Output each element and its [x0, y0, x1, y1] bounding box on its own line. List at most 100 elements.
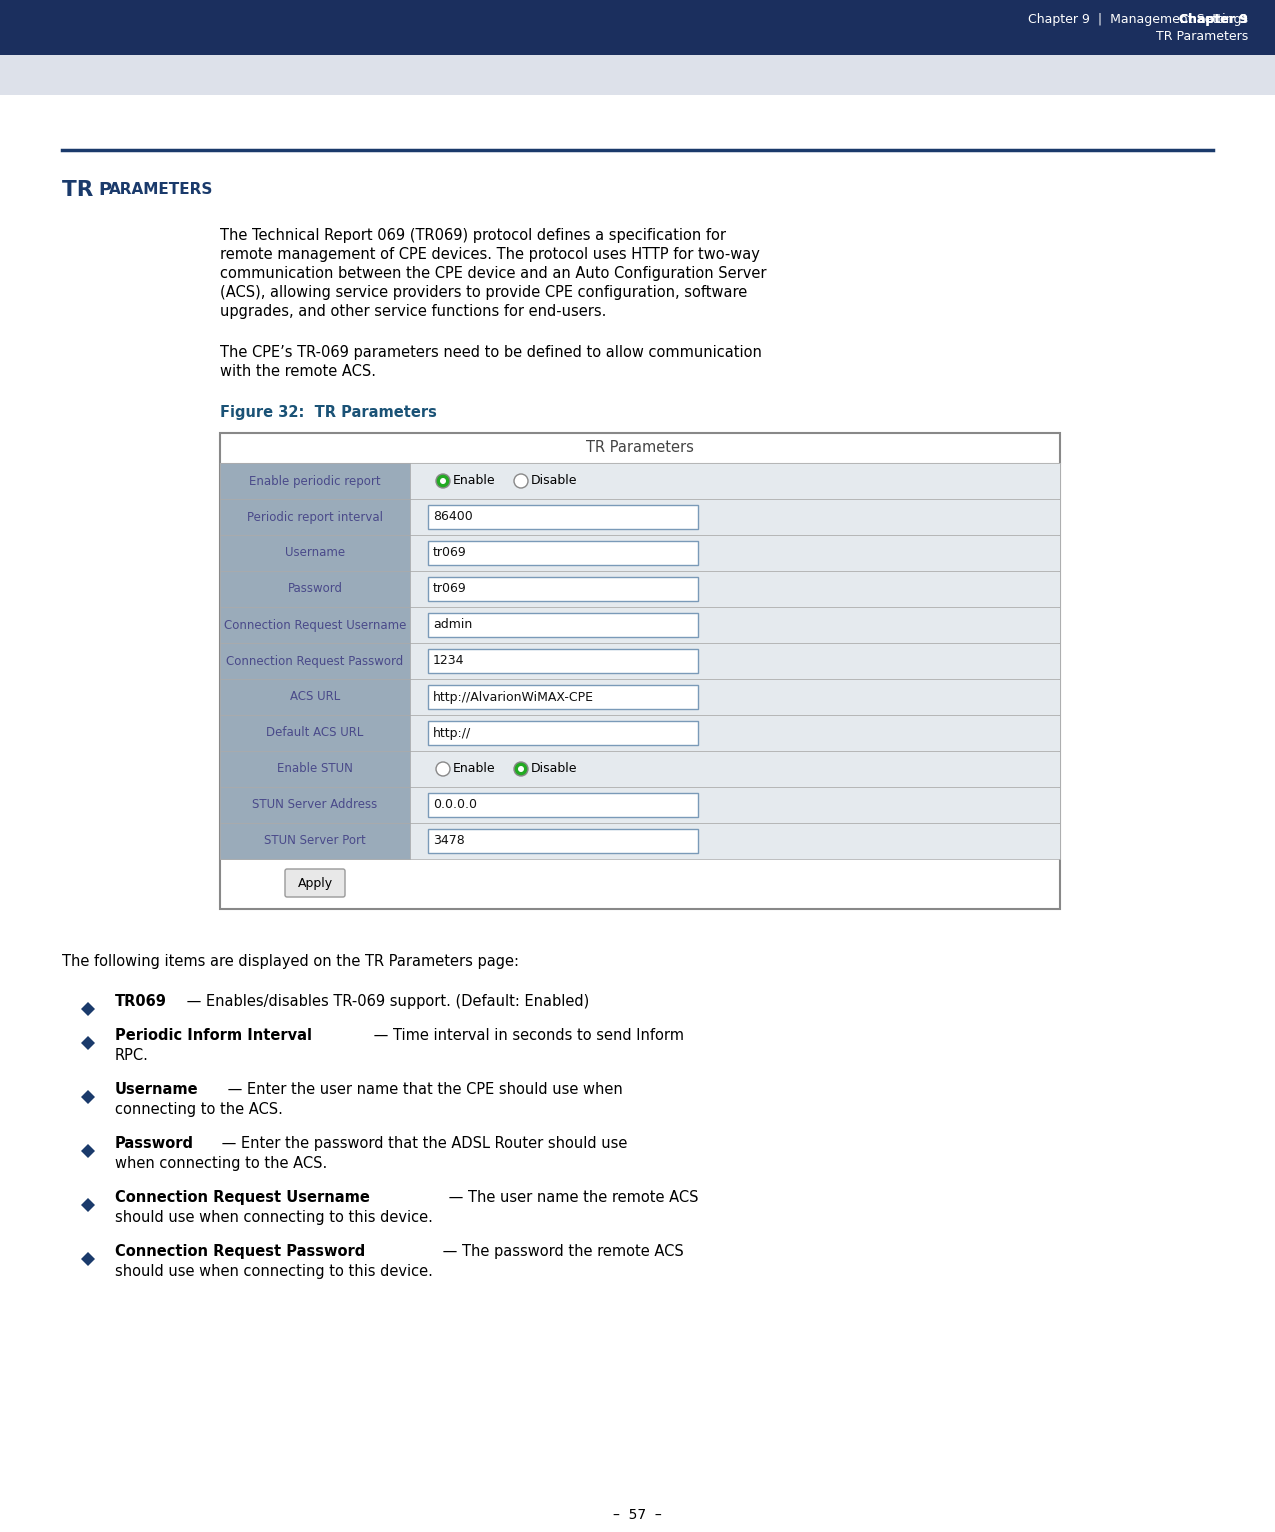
Bar	[221, 751, 1060, 787]
Text: Enable periodic report: Enable periodic report	[249, 475, 381, 487]
Bar	[221, 715, 411, 751]
Text: Disable: Disable	[530, 763, 578, 775]
Text: Default ACS URL: Default ACS URL	[266, 726, 363, 740]
Text: Disable: Disable	[530, 475, 578, 487]
Text: STUN Server Port: STUN Server Port	[264, 835, 366, 847]
Text: –  57  –: – 57 –	[612, 1507, 662, 1521]
Text: Password: Password	[115, 1137, 194, 1151]
Bar	[428, 506, 697, 529]
Text: RPC.: RPC.	[115, 1048, 149, 1063]
Bar	[428, 685, 697, 709]
Text: ACS URL: ACS URL	[289, 691, 340, 703]
Bar	[221, 643, 411, 679]
Bar	[428, 794, 697, 817]
Text: with the remote ACS.: with the remote ACS.	[221, 365, 376, 378]
Text: Chapter 9: Chapter 9	[1179, 14, 1248, 26]
Circle shape	[518, 766, 524, 772]
Text: 86400: 86400	[434, 510, 473, 524]
Text: remote management of CPE devices. The protocol uses HTTP for two-way: remote management of CPE devices. The pr…	[221, 247, 760, 262]
Polygon shape	[82, 1144, 96, 1158]
Circle shape	[440, 478, 446, 484]
Polygon shape	[82, 1089, 96, 1105]
Bar	[428, 613, 697, 637]
Text: — Enables/disables TR-069 support. (Default: Enabled): — Enables/disables TR-069 support. (Defa…	[182, 994, 589, 1010]
Bar	[221, 787, 411, 823]
Bar	[221, 823, 1060, 859]
Text: 1234: 1234	[434, 654, 464, 668]
Bar	[221, 499, 1060, 535]
Text: The following items are displayed on the TR Parameters page:: The following items are displayed on the…	[62, 954, 519, 970]
Text: Enable: Enable	[453, 475, 496, 487]
Text: should use when connecting to this device.: should use when connecting to this devic…	[115, 1210, 434, 1226]
Bar	[428, 829, 697, 853]
Circle shape	[436, 473, 450, 489]
Text: Connection Request Password: Connection Request Password	[227, 654, 404, 668]
Text: — Enter the password that the ADSL Router should use: — Enter the password that the ADSL Route…	[217, 1137, 627, 1151]
Bar	[221, 571, 1060, 607]
Text: TR Parameters: TR Parameters	[586, 441, 694, 455]
Text: — Enter the user name that the CPE should use when: — Enter the user name that the CPE shoul…	[223, 1082, 622, 1097]
Text: communication between the CPE device and an Auto Configuration Server: communication between the CPE device and…	[221, 267, 766, 280]
Text: Username: Username	[284, 547, 346, 559]
Circle shape	[514, 761, 528, 777]
Text: upgrades, and other service functions for end-users.: upgrades, and other service functions fo…	[221, 303, 607, 319]
Text: when connecting to the ACS.: when connecting to the ACS.	[115, 1157, 328, 1170]
Text: P: P	[98, 181, 111, 199]
Text: Connection Request Username: Connection Request Username	[115, 1190, 370, 1206]
Text: — The password the remote ACS: — The password the remote ACS	[437, 1244, 683, 1259]
Text: Connection Request Username: Connection Request Username	[224, 619, 407, 631]
Circle shape	[436, 761, 450, 777]
Bar	[428, 578, 697, 601]
Text: Chapter 9  |  Management Settings: Chapter 9 | Management Settings	[1028, 14, 1248, 26]
Bar	[221, 751, 411, 787]
Text: — The user name the remote ACS: — The user name the remote ACS	[444, 1190, 699, 1206]
Bar	[221, 535, 1060, 571]
Text: Password: Password	[287, 582, 343, 596]
Bar	[221, 679, 411, 715]
Bar	[221, 463, 1060, 499]
Bar	[221, 571, 411, 607]
Bar	[221, 679, 1060, 715]
Bar	[221, 434, 1060, 908]
Text: TR Parameters: TR Parameters	[1155, 31, 1248, 43]
Text: Figure 32:  TR Parameters: Figure 32: TR Parameters	[221, 404, 437, 420]
Polygon shape	[82, 1002, 96, 1016]
Text: http://: http://	[434, 726, 472, 740]
Text: TR: TR	[62, 179, 101, 201]
Text: (ACS), allowing service providers to provide CPE configuration, software: (ACS), allowing service providers to pro…	[221, 285, 747, 300]
Circle shape	[514, 473, 528, 489]
Text: Apply: Apply	[297, 876, 333, 890]
Polygon shape	[82, 1252, 96, 1265]
Bar	[221, 535, 411, 571]
Text: Connection Request Password: Connection Request Password	[115, 1244, 365, 1259]
Text: Periodic Inform Interval: Periodic Inform Interval	[115, 1028, 312, 1043]
Text: Enable STUN: Enable STUN	[277, 763, 353, 775]
Bar	[221, 787, 1060, 823]
Bar	[221, 715, 1060, 751]
FancyBboxPatch shape	[286, 869, 346, 898]
Text: Periodic report interval: Periodic report interval	[247, 510, 382, 524]
Text: 3478: 3478	[434, 835, 465, 847]
Polygon shape	[82, 1036, 96, 1049]
Bar	[428, 650, 697, 673]
Text: http://AlvarionWiMAX-CPE: http://AlvarionWiMAX-CPE	[434, 691, 594, 703]
Text: tr069: tr069	[434, 582, 467, 596]
Text: The CPE’s TR-069 parameters need to be defined to allow communication: The CPE’s TR-069 parameters need to be d…	[221, 345, 762, 360]
Text: admin: admin	[434, 619, 472, 631]
Bar	[0, 0, 1275, 55]
Text: tr069: tr069	[434, 547, 467, 559]
Text: connecting to the ACS.: connecting to the ACS.	[115, 1102, 283, 1117]
Text: The Technical Report 069 (TR069) protocol defines a specification for: The Technical Report 069 (TR069) protoco…	[221, 228, 725, 244]
Text: — Time interval in seconds to send Inform: — Time interval in seconds to send Infor…	[370, 1028, 685, 1043]
Bar	[428, 541, 697, 565]
Text: Username: Username	[115, 1082, 199, 1097]
Text: ARAMETERS: ARAMETERS	[108, 182, 213, 198]
Bar	[428, 722, 697, 745]
Text: should use when connecting to this device.: should use when connecting to this devic…	[115, 1264, 434, 1279]
Text: Enable: Enable	[453, 763, 496, 775]
Text: Chapter 9: Chapter 9	[1179, 14, 1248, 26]
Text: STUN Server Address: STUN Server Address	[252, 798, 377, 812]
Text: 0.0.0.0: 0.0.0.0	[434, 798, 477, 812]
Bar	[221, 607, 1060, 643]
Bar	[221, 643, 1060, 679]
